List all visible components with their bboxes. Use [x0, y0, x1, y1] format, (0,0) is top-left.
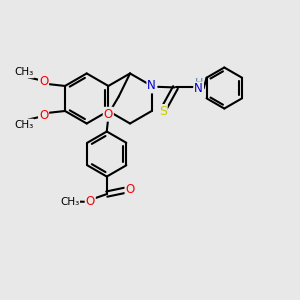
Text: H: H	[194, 78, 203, 88]
Text: CH₃: CH₃	[14, 68, 33, 77]
Text: O: O	[39, 109, 48, 122]
Text: O: O	[103, 108, 113, 121]
Text: N: N	[194, 82, 203, 95]
Text: O: O	[125, 183, 135, 196]
Text: CH₃: CH₃	[60, 196, 79, 207]
Text: O: O	[39, 75, 48, 88]
Text: N: N	[147, 80, 156, 92]
Text: CH₃: CH₃	[14, 119, 33, 130]
Text: S: S	[159, 105, 167, 118]
Text: O: O	[85, 195, 95, 208]
